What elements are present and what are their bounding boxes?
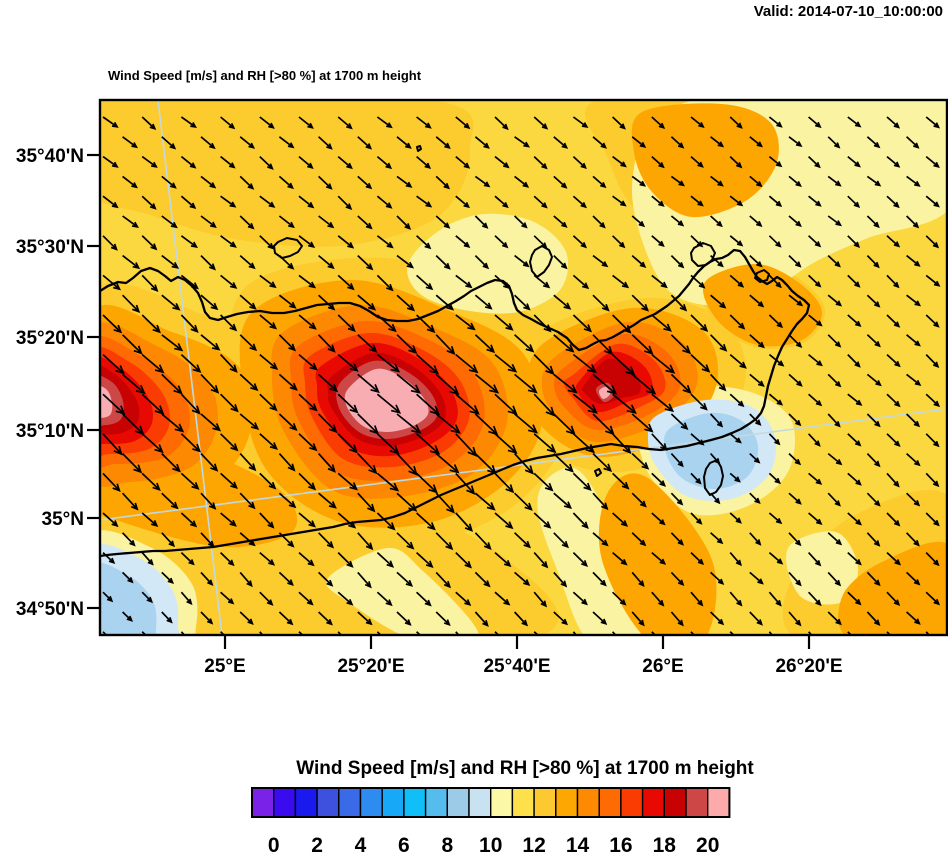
island-coastline-0 [273, 237, 303, 259]
colorbar-cell [663, 787, 687, 818]
island-coastline-5 [594, 468, 602, 477]
lon-tick-label: 25°E [204, 656, 245, 677]
colorbar-cell [576, 787, 600, 818]
title-line-1: Wind Speed [m/s] and RH [>80 %] at 1700 … [108, 68, 422, 83]
colorbar-tick-label: 10 [479, 834, 502, 854]
wind-arrow-field [102, 116, 941, 635]
colorbar-cell [403, 787, 427, 818]
colorbar-tick-label: 16 [609, 834, 632, 854]
colorbar-cell [273, 787, 297, 818]
colorbar-cell [338, 787, 362, 818]
colorbar-tick-label: 2 [311, 834, 323, 854]
lon-tick-label: 25°40'E [483, 656, 550, 677]
colorbar-cell [381, 787, 405, 818]
contour-blob-darkRed [581, 358, 641, 405]
map-frame [98, 98, 948, 637]
contour-blob-orange [631, 103, 779, 218]
island-coastline-4 [703, 459, 724, 496]
colorbar-tick-label: 18 [653, 834, 677, 854]
colorbar-cell [316, 787, 340, 818]
colorbar-tick-label: 20 [696, 834, 719, 854]
lon-tick-label: 25°20'E [337, 656, 404, 677]
colorbar-cell [446, 787, 470, 818]
colorbar-cell [685, 787, 709, 818]
island-coastline-3 [754, 269, 770, 283]
colorbar-cell [533, 787, 557, 818]
contour-blob-pale [407, 213, 569, 314]
contour-blob-pale [326, 547, 479, 635]
colorbar-cell [511, 787, 535, 818]
map-canvas: 35°40'N 35°30'N 35°20'N 35°10'N 35°N 34°50'N 2… [16, 98, 948, 677]
contour-blob-pink [344, 368, 429, 432]
lat-tick-label: 34°50'N [16, 599, 84, 620]
legend-colorbar-canvas: 0 2 4 6 8 10 12 14 16 18 20 [251, 787, 731, 854]
colorbar-cell [620, 787, 644, 818]
lat-tick-label: 35°N [42, 509, 84, 530]
colorbar-cell [490, 787, 514, 818]
lat-tick-label: 35°40'N [16, 146, 84, 167]
map-area [100, 100, 947, 635]
colorbar-tick-label: 0 [268, 834, 280, 854]
colorbar-cell [251, 787, 275, 818]
crete-coastline [100, 248, 811, 558]
colorbar-tick-label: 14 [566, 834, 590, 854]
island-coastline-2 [690, 242, 716, 267]
colorbar-cell [555, 787, 579, 818]
lon-tick-label: 26°20'E [775, 656, 842, 677]
colorbar-cell [359, 787, 383, 818]
colorbar-tick-label: 4 [355, 834, 367, 854]
island-coastline-1 [529, 245, 553, 278]
colorbar-outline [251, 787, 731, 818]
lat-tick-label: 35°20'N [16, 328, 84, 349]
legend-title: Wind Speed [m/s] and RH [>80 %] at 1700 … [296, 758, 754, 779]
colorbar-cell [424, 787, 449, 818]
colorbar-tick-label: 8 [441, 834, 453, 854]
lon-tick-label: 26°E [642, 656, 683, 677]
colorbar-tick-label: 12 [522, 834, 545, 854]
contour-blob-orange [598, 473, 717, 635]
colorbar-cell [707, 787, 731, 818]
contour-blob-blueCore [100, 562, 157, 635]
colorbar-cell [641, 787, 665, 818]
lat-tick-label: 35°10'N [16, 421, 84, 442]
colorbar-cell [468, 787, 492, 818]
contour-blob-pink [598, 386, 611, 400]
colorbar-tick-label: 6 [398, 834, 410, 854]
island-coastline-6 [416, 145, 422, 152]
valid-timestamp: Valid: 2014-07-10_10:00:00 [753, 3, 943, 20]
colorbar-cell [294, 787, 318, 818]
contour-blob-pink [100, 385, 113, 418]
colorbar-cell [598, 787, 622, 818]
contour-blob-orange [838, 541, 947, 635]
contour-blob-gold2 [100, 100, 474, 247]
contour-blob-pale [786, 531, 859, 605]
lat-tick-label: 35°30'N [16, 237, 84, 258]
